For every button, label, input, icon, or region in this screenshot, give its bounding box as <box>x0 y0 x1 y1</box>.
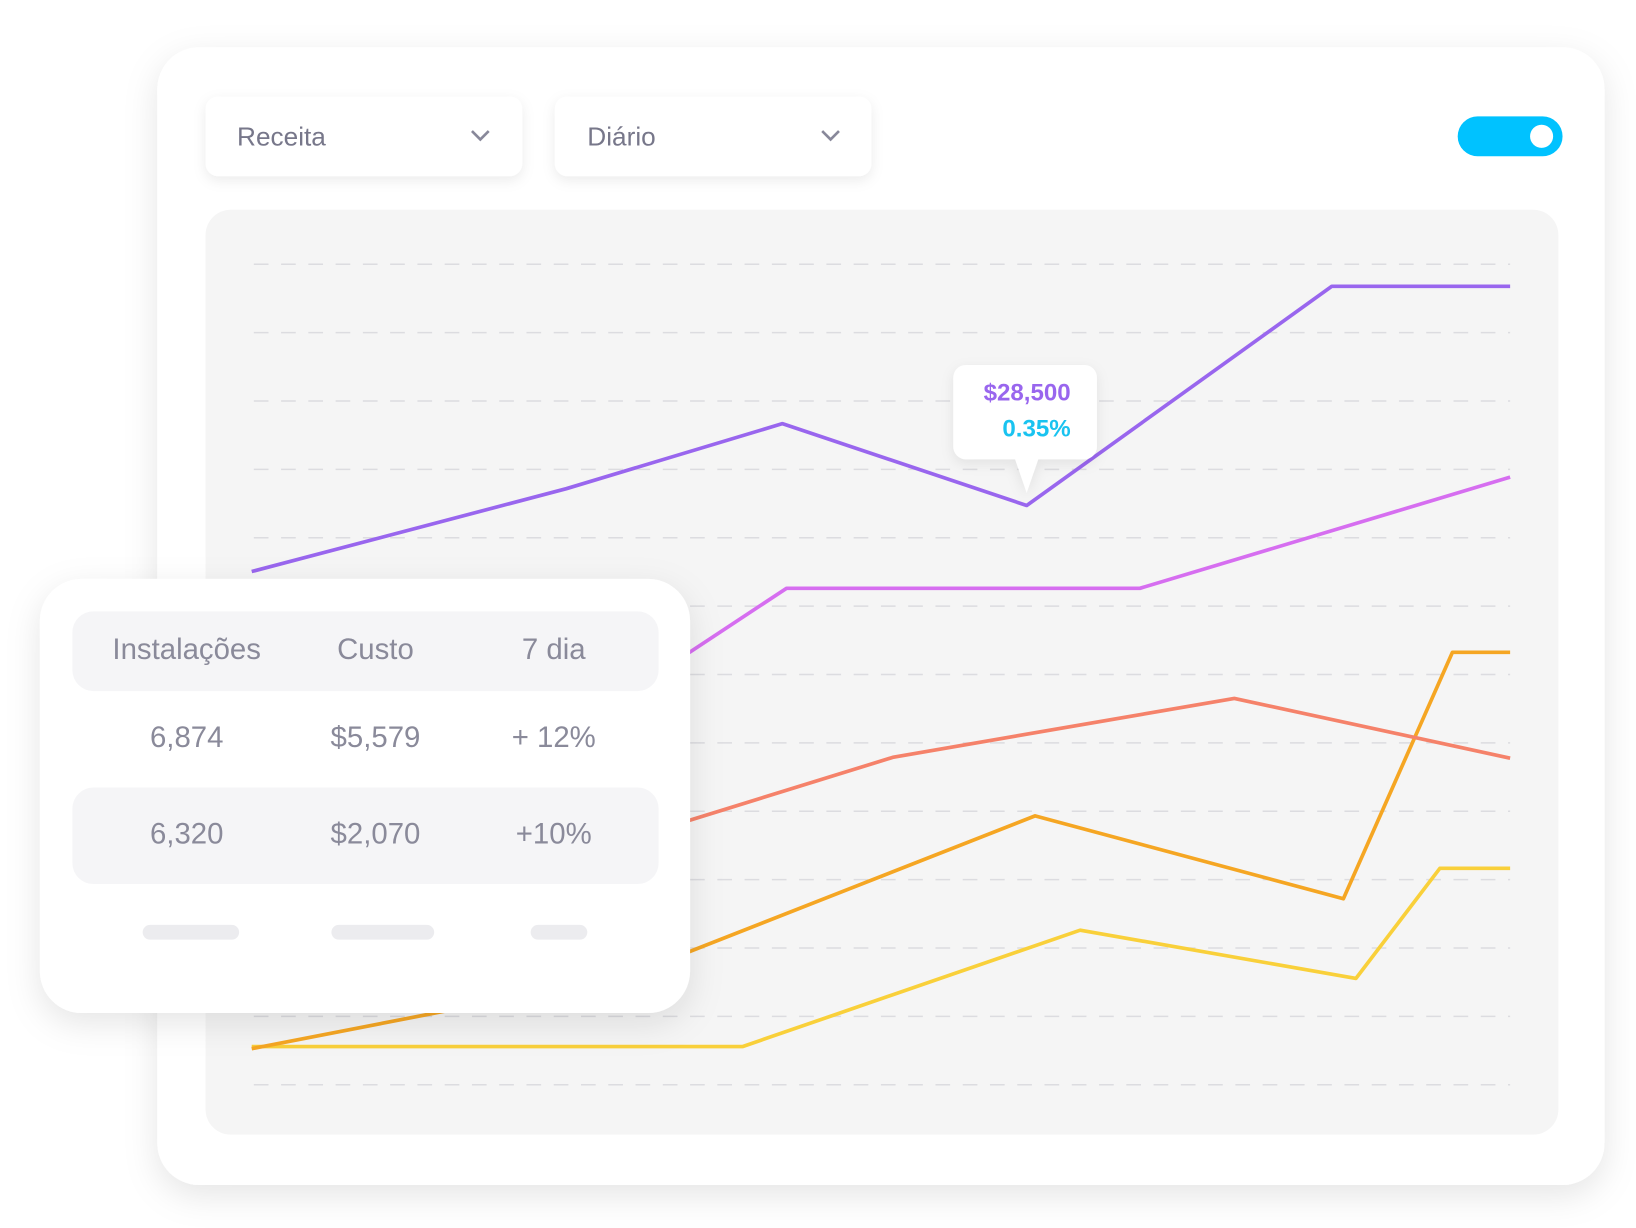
tooltip-value: $28,500 <box>984 380 1071 407</box>
chevron <box>471 130 490 142</box>
table-cell: 6,874 <box>150 721 223 754</box>
table-header-bg <box>72 611 659 692</box>
table-header-cell: Custo <box>337 633 414 666</box>
grid <box>253 263 1511 1086</box>
line <box>251 866 1511 1049</box>
table-cell: 6,320 <box>150 818 223 851</box>
toggle[interactable] <box>1457 116 1563 157</box>
table-cell: $5,579 <box>331 721 421 754</box>
toggle-knob[interactable] <box>1530 124 1554 148</box>
chevron <box>821 130 840 142</box>
tooltip-change: 0.35% <box>1002 415 1070 442</box>
table-cell: + 12% <box>512 721 596 754</box>
table-cell: $2,070 <box>331 818 421 851</box>
line <box>251 284 1511 574</box>
table-cell: +10% <box>516 818 592 851</box>
dropdown[interactable]: Diário <box>554 96 872 177</box>
dropdown[interactable]: Receita <box>205 96 523 177</box>
placeholder <box>142 924 240 940</box>
table-header-cell: Instalações <box>112 633 261 666</box>
dropdown-box[interactable] <box>554 96 872 177</box>
tooltip: $28,500 0.35% <box>953 364 1097 493</box>
placeholder <box>530 924 588 940</box>
dropdown-label[interactable]: Diário <box>587 121 655 151</box>
placeholder <box>331 924 435 940</box>
table-header-cell: 7 dia <box>522 633 586 666</box>
tooltip-box <box>953 364 1097 493</box>
dropdown-box[interactable] <box>205 96 523 177</box>
table-row-bg <box>72 787 659 885</box>
table: Instalações Custo 7 dia 6,874 $5,579 + 12% 6,3… <box>112 633 595 851</box>
dropdown-label[interactable]: Receita <box>237 121 326 151</box>
